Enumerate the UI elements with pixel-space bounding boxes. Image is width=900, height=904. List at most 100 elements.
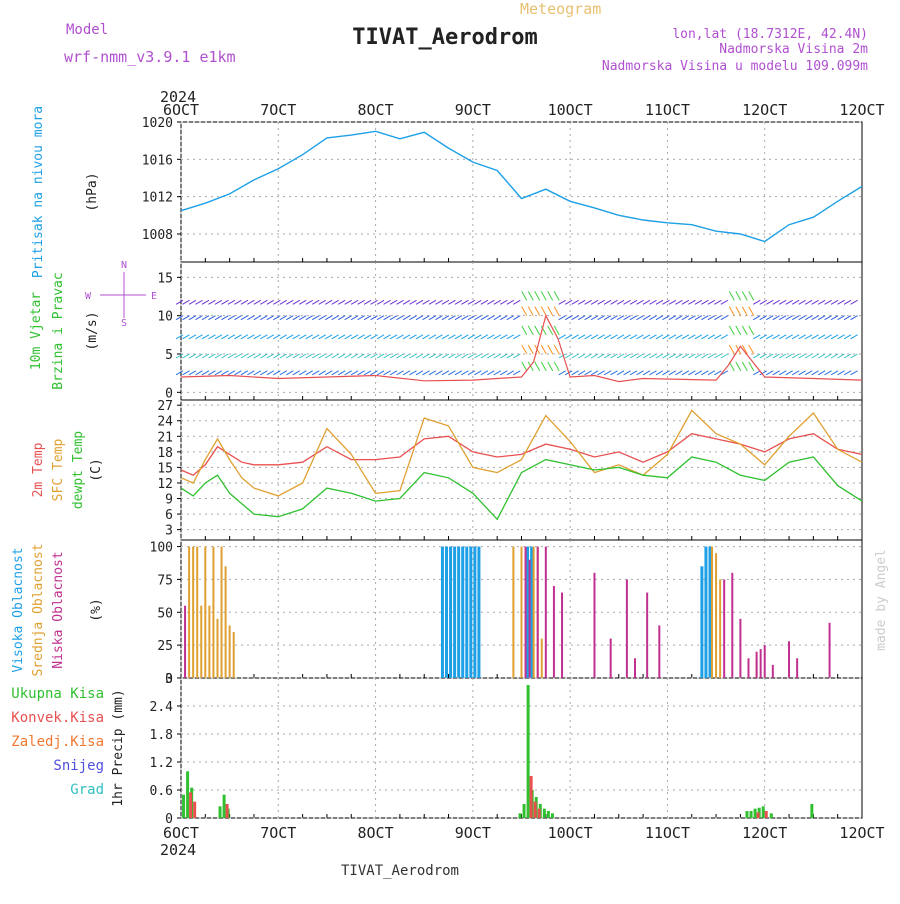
wind-barb bbox=[590, 315, 599, 321]
wind-barb bbox=[707, 353, 716, 359]
wind-barb bbox=[467, 370, 476, 376]
wind-barb bbox=[785, 353, 793, 359]
cloud-bar bbox=[528, 559, 531, 678]
wind-barb bbox=[506, 370, 515, 376]
cloud-bar bbox=[646, 592, 649, 678]
y-tick-label: 27 bbox=[157, 399, 173, 414]
wind-barb bbox=[344, 299, 352, 305]
wind-barb bbox=[266, 334, 275, 340]
wind-barb bbox=[811, 299, 819, 305]
wind-barb bbox=[521, 306, 528, 316]
wind-barb bbox=[266, 315, 275, 321]
wind-barb bbox=[558, 353, 566, 359]
y-tick-label: 12 bbox=[157, 477, 173, 492]
wind-axis-label-2: Brzina i Pravac bbox=[51, 272, 66, 389]
wind-barb bbox=[741, 344, 748, 355]
panels: 6OCT 6OCT 7OCT 7OCT 8OCT 8OCT 9OCT 9OCT 10OCT 10O… bbox=[11, 101, 885, 842]
wind-barb bbox=[655, 315, 664, 321]
cloud-bar bbox=[796, 658, 799, 678]
wind-barb bbox=[649, 353, 657, 359]
wind-barb bbox=[753, 370, 761, 376]
wind-barb bbox=[798, 315, 806, 321]
wind-barb bbox=[765, 299, 774, 305]
wind-barb bbox=[201, 370, 210, 376]
model-label: Model bbox=[66, 22, 108, 38]
wind-barb bbox=[675, 353, 683, 359]
wind-barb bbox=[675, 334, 683, 340]
wind-barb bbox=[240, 353, 249, 359]
wind-barb bbox=[804, 370, 813, 376]
wind-barb bbox=[571, 315, 579, 321]
wind-barb bbox=[662, 334, 670, 340]
wind-barb bbox=[735, 291, 742, 301]
wind-barb bbox=[493, 353, 502, 359]
wind-barb bbox=[448, 299, 456, 305]
wind-barb bbox=[409, 299, 417, 305]
wind-barb bbox=[701, 353, 709, 359]
wind-barb bbox=[402, 353, 411, 359]
wind-barb bbox=[748, 306, 755, 316]
cloud-axis-label-1: Visoka Oblacnost bbox=[11, 547, 26, 672]
cloud-bar bbox=[747, 658, 750, 678]
panel-frame bbox=[180, 121, 863, 263]
wind-barb bbox=[474, 299, 482, 305]
wind-barb bbox=[720, 334, 729, 340]
wind-barb bbox=[454, 334, 463, 340]
wind-barb bbox=[389, 315, 398, 321]
wind-barb bbox=[527, 344, 534, 355]
cloud-bar bbox=[530, 546, 534, 678]
y-tick-label: 3 bbox=[165, 672, 173, 687]
wind-barb bbox=[597, 334, 605, 340]
time-tick-label-top: 10OCT bbox=[548, 101, 593, 119]
wind-barb bbox=[227, 353, 236, 359]
wind-barb bbox=[748, 344, 755, 355]
precip-bar bbox=[764, 811, 768, 818]
cloud-bar bbox=[449, 546, 453, 678]
wind-barb bbox=[772, 370, 780, 376]
wind-barb bbox=[260, 353, 268, 359]
wind-barb bbox=[389, 353, 398, 359]
cloud-bar bbox=[704, 546, 708, 678]
cloud-bar bbox=[220, 546, 223, 678]
precip-bar bbox=[769, 813, 773, 818]
cloud-bar bbox=[184, 605, 187, 678]
wind-barb bbox=[441, 334, 450, 340]
wind-barb bbox=[804, 353, 813, 359]
cloud-bar bbox=[759, 649, 762, 678]
wind-barb bbox=[253, 370, 262, 376]
temp-axis-label-1: 2m Temp bbox=[31, 442, 46, 497]
wind-barb bbox=[688, 334, 696, 340]
time-tick-label-top: 12OCT bbox=[742, 101, 787, 119]
wind-barb bbox=[830, 299, 839, 305]
wind-barb bbox=[547, 291, 554, 301]
wind-barb bbox=[234, 299, 242, 305]
precip-bar bbox=[550, 813, 554, 818]
wind-barb bbox=[448, 370, 456, 376]
wind-barb bbox=[311, 353, 320, 359]
wind-barb bbox=[558, 370, 566, 376]
wind-barb bbox=[370, 334, 378, 340]
cloud-bar bbox=[731, 572, 734, 678]
wind-barb bbox=[748, 291, 755, 301]
wind-barb bbox=[299, 315, 307, 321]
wind-barb bbox=[396, 299, 404, 305]
wind-barb bbox=[837, 334, 845, 340]
cloud-bar bbox=[477, 546, 481, 678]
wind-barb bbox=[409, 353, 417, 359]
wind-barb bbox=[629, 315, 638, 321]
wind-barb bbox=[474, 334, 482, 340]
wind-barb bbox=[616, 353, 625, 359]
y-tick-label: 10 bbox=[157, 310, 173, 325]
wind-barb bbox=[357, 315, 365, 321]
wind-barb bbox=[564, 353, 573, 359]
wind-barb bbox=[461, 315, 469, 321]
wind-barb bbox=[830, 334, 839, 340]
wind-barb bbox=[785, 370, 793, 376]
wind-barb bbox=[785, 315, 793, 321]
wind-barb bbox=[234, 315, 242, 321]
wind-barb bbox=[728, 344, 735, 355]
wind-barb bbox=[487, 315, 495, 321]
cloud-bar bbox=[700, 566, 704, 678]
wind-barb bbox=[610, 334, 618, 340]
wind-barb bbox=[571, 334, 579, 340]
